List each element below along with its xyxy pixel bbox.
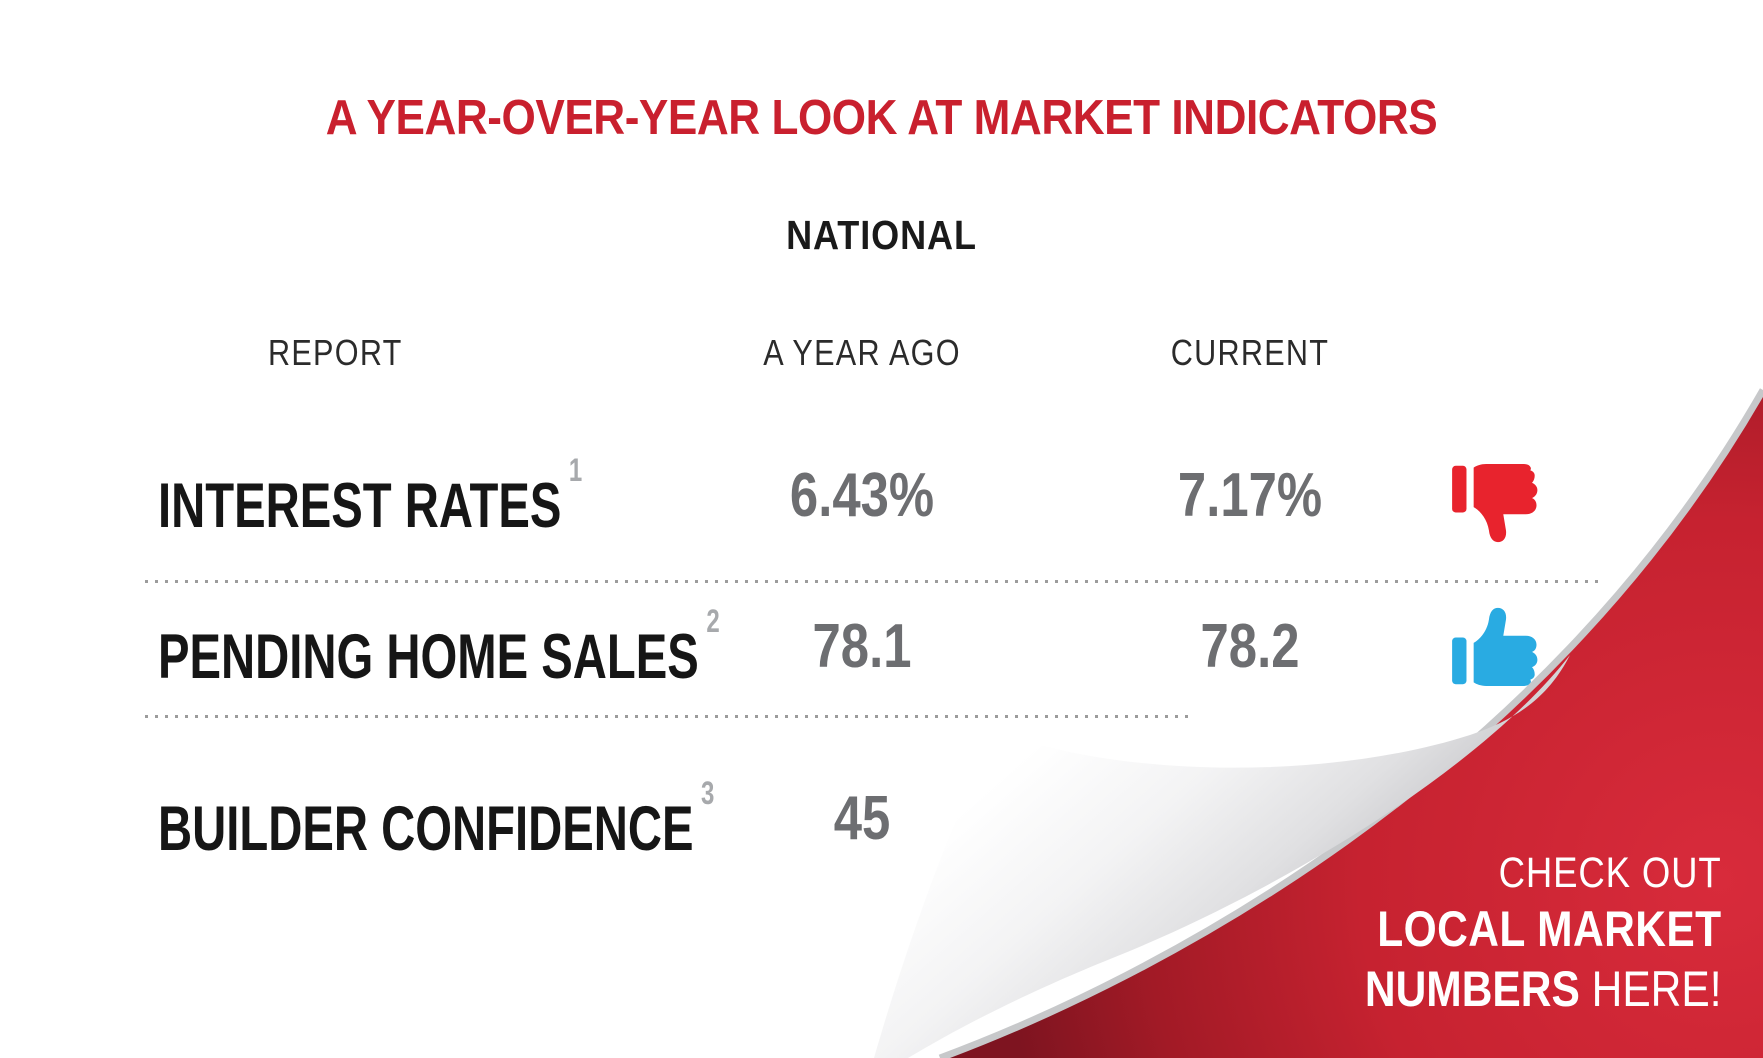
section-label: NATIONAL xyxy=(786,212,977,258)
interest-rates-year-ago-value: 6.43% xyxy=(789,461,935,530)
footnote-marker: 2 xyxy=(706,603,720,639)
interest-rates-current-value: 7.17% xyxy=(1177,461,1323,530)
row-divider xyxy=(145,715,1195,718)
page-title: A YEAR-OVER-YEAR LOOK AT MARKET INDICATO… xyxy=(325,91,1438,145)
banner-numbers-text: NUMBERS xyxy=(1365,961,1581,1017)
row-label-builder-confidence: BUILDER CONFIDENCE3 xyxy=(158,775,714,865)
row-label-text: PENDING HOME SALES xyxy=(158,622,699,692)
row-label-text: INTEREST RATES xyxy=(158,471,562,541)
column-header-year-ago: A YEAR AGO xyxy=(763,332,961,373)
builder-confidence-year-ago-value: 45 xyxy=(833,784,891,853)
banner-line-local-market: LOCAL MARKET xyxy=(1377,901,1722,957)
local-market-link[interactable]: CHECK OUT LOCAL MARKET NUMBERS HERE! xyxy=(1365,846,1722,1020)
column-header-report: REPORT xyxy=(268,332,403,373)
column-header-current: CURRENT xyxy=(1170,332,1330,373)
thumbs-up-icon xyxy=(1452,607,1538,686)
pending-home-sales-current-value: 78.2 xyxy=(1200,612,1300,681)
footnote-marker: 1 xyxy=(568,452,583,488)
row-label-pending-home-sales: PENDING HOME SALES2 xyxy=(158,603,720,693)
row-label-text: BUILDER CONFIDENCE xyxy=(158,794,694,864)
banner-here-text: HERE! xyxy=(1592,961,1722,1017)
pending-home-sales-year-ago-value: 78.1 xyxy=(812,612,912,681)
thumbs-down-icon xyxy=(1452,464,1538,543)
row-label-interest-rates: INTEREST RATES1 xyxy=(158,452,582,542)
row-divider xyxy=(145,580,1605,583)
banner-line-numbers-here: NUMBERS HERE! xyxy=(1365,958,1722,1020)
footnote-marker: 3 xyxy=(701,775,715,811)
banner-line-check-out: CHECK OUT xyxy=(1499,849,1722,897)
